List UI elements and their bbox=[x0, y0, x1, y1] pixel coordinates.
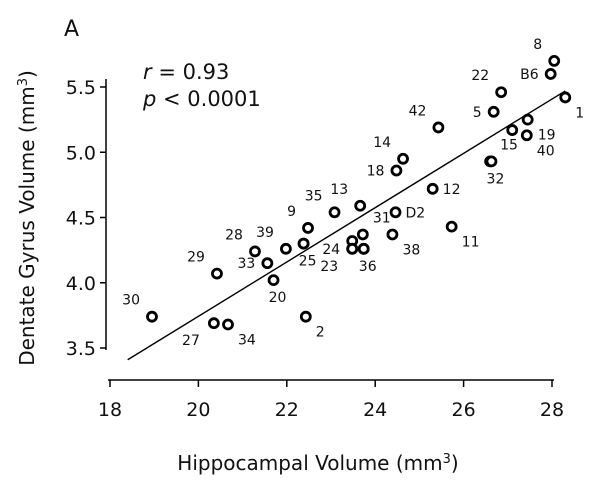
point-label: 15 bbox=[500, 137, 518, 153]
x-tick-label: 18 bbox=[98, 399, 122, 421]
y-tick-label: 3.5 bbox=[66, 338, 96, 360]
stats-annotation: r = 0.93 p < 0.0001 bbox=[142, 60, 261, 111]
point-label: 33 bbox=[238, 256, 256, 272]
y-axis-title: Dentate Gyrus Volume (mm3) bbox=[15, 70, 39, 366]
point-label: 42 bbox=[409, 103, 427, 119]
data-point bbox=[397, 152, 409, 165]
point-label: 19 bbox=[538, 128, 556, 144]
x-tick-label: 22 bbox=[275, 399, 299, 421]
data-point bbox=[559, 91, 572, 104]
point-label: 30 bbox=[122, 293, 140, 309]
x-tick-label: 28 bbox=[540, 399, 564, 421]
svg-text:r = 0.93: r = 0.93 bbox=[143, 60, 229, 84]
point-label: D2 bbox=[406, 205, 426, 221]
data-point bbox=[261, 257, 274, 270]
point-label: 22 bbox=[471, 68, 489, 84]
data-point bbox=[302, 222, 314, 234]
data-point bbox=[357, 242, 370, 255]
data-point bbox=[389, 206, 402, 219]
point-label: 34 bbox=[238, 333, 256, 349]
data-point bbox=[354, 199, 367, 212]
data-points bbox=[146, 55, 572, 331]
data-point bbox=[280, 242, 292, 255]
y-tick-label: 4.0 bbox=[66, 273, 96, 295]
point-label: 23 bbox=[320, 259, 338, 275]
panel-label: A bbox=[64, 17, 79, 42]
y-tick-label: 5.5 bbox=[66, 77, 96, 99]
point-label: 9 bbox=[287, 204, 296, 220]
point-label: 18 bbox=[367, 164, 385, 180]
point-label: 40 bbox=[537, 143, 555, 159]
data-point bbox=[432, 121, 445, 134]
data-point bbox=[548, 55, 561, 67]
ticks: 3.5 4.0 4.5 5.0 5.5 18 20 22 24 26 28 bbox=[66, 77, 564, 421]
point-label: 12 bbox=[443, 182, 461, 198]
x-tick-label: 26 bbox=[452, 399, 476, 421]
data-point bbox=[328, 206, 341, 219]
x-tick-label: 24 bbox=[363, 399, 387, 421]
point-label: 35 bbox=[305, 188, 323, 204]
point-label: 28 bbox=[225, 227, 243, 243]
point-label: B6 bbox=[520, 67, 539, 83]
data-point bbox=[146, 310, 158, 323]
point-label: 24 bbox=[322, 242, 340, 258]
point-label: 14 bbox=[373, 135, 391, 151]
point-label: 32 bbox=[487, 171, 505, 187]
data-point bbox=[249, 245, 261, 258]
point-label: 31 bbox=[373, 210, 391, 226]
regression-line-path bbox=[127, 90, 566, 361]
data-point bbox=[297, 237, 310, 250]
data-point bbox=[495, 86, 508, 99]
data-point bbox=[211, 267, 223, 280]
point-label: 11 bbox=[462, 235, 480, 251]
data-point bbox=[390, 164, 403, 177]
point-label: 5 bbox=[473, 105, 482, 121]
point-label: 20 bbox=[269, 290, 287, 306]
data-point bbox=[207, 317, 220, 330]
data-point bbox=[346, 242, 359, 255]
data-point bbox=[520, 129, 533, 142]
data-point bbox=[267, 274, 280, 287]
data-point bbox=[485, 155, 498, 168]
p-symbol: p bbox=[142, 87, 156, 111]
svg-text:p < 0.0001: p < 0.0001 bbox=[142, 87, 261, 111]
data-point bbox=[356, 228, 369, 241]
point-label: 38 bbox=[402, 242, 420, 258]
data-point bbox=[487, 105, 500, 118]
point-label: 1 bbox=[575, 105, 584, 121]
data-point bbox=[521, 113, 534, 126]
data-point bbox=[544, 68, 557, 80]
axes bbox=[105, 79, 554, 381]
regression-line bbox=[127, 90, 566, 361]
x-axis-title: Hippocampal Volume (mm3) bbox=[177, 451, 458, 475]
data-point bbox=[299, 310, 312, 323]
point-label: 25 bbox=[299, 254, 317, 270]
y-tick-label: 4.5 bbox=[66, 208, 96, 230]
data-point bbox=[506, 124, 519, 136]
p-value: < 0.0001 bbox=[156, 87, 260, 111]
point-label: 27 bbox=[182, 333, 200, 349]
x-tick-label: 20 bbox=[186, 399, 210, 421]
y-tick-label: 5.0 bbox=[66, 142, 96, 164]
point-label: 8 bbox=[533, 37, 542, 53]
point-label: 2 bbox=[316, 325, 325, 341]
point-label: 39 bbox=[256, 225, 274, 241]
point-label: 29 bbox=[187, 250, 205, 266]
data-point bbox=[222, 318, 234, 331]
point-label: 13 bbox=[330, 182, 348, 198]
data-point bbox=[445, 220, 458, 233]
point-label: 36 bbox=[359, 259, 377, 275]
r-symbol: r bbox=[143, 60, 153, 84]
data-point bbox=[386, 228, 399, 241]
data-point bbox=[426, 182, 439, 195]
r-value: = 0.93 bbox=[152, 60, 230, 84]
